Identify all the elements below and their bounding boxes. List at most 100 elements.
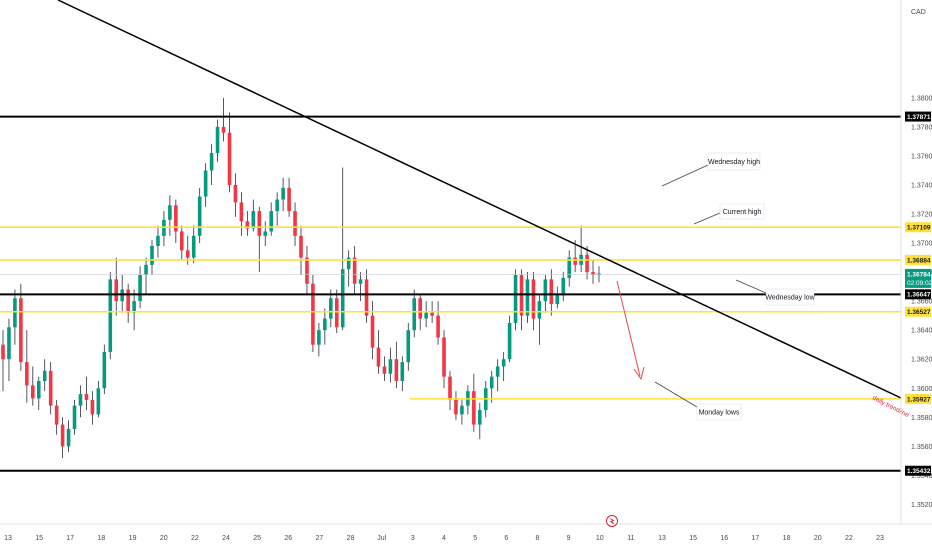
candle bbox=[412, 289, 417, 338]
candle-body bbox=[442, 337, 446, 377]
candle-body bbox=[263, 231, 268, 236]
time-tick-label: 5 bbox=[473, 535, 477, 542]
candle-body bbox=[424, 312, 428, 319]
candle-body bbox=[78, 394, 83, 406]
candle-body bbox=[84, 394, 89, 400]
candle-body bbox=[454, 399, 458, 415]
time-tick-label: 13 bbox=[4, 535, 12, 542]
candle-body bbox=[340, 269, 345, 328]
candle bbox=[478, 402, 482, 440]
candle-body bbox=[245, 221, 250, 229]
candle bbox=[60, 417, 65, 458]
candle-body bbox=[227, 132, 232, 185]
candle bbox=[263, 221, 268, 246]
candle bbox=[573, 240, 577, 273]
candle-body bbox=[42, 370, 47, 382]
candle-body bbox=[478, 410, 482, 425]
callout-box bbox=[765, 288, 815, 306]
candle-body bbox=[31, 385, 35, 399]
time-tick-label: 25 bbox=[253, 535, 261, 542]
price-tag-label: 1.37871 bbox=[907, 114, 931, 121]
time-tick-label: 20 bbox=[160, 535, 168, 542]
price-tag-label: 1.36647 bbox=[907, 292, 931, 299]
candle bbox=[585, 245, 589, 280]
candle bbox=[340, 167, 345, 331]
price-tag-label: 1.37109 bbox=[907, 225, 931, 232]
callout-box bbox=[707, 152, 761, 171]
price-tick-label: 1.36400 bbox=[911, 328, 932, 335]
candle-body bbox=[221, 126, 226, 133]
price-tick-label: 1.37400 bbox=[911, 182, 932, 189]
candle-body bbox=[239, 202, 244, 222]
candle bbox=[48, 362, 53, 415]
candle-body bbox=[519, 275, 524, 316]
candle-body bbox=[537, 301, 542, 319]
candle bbox=[293, 202, 297, 246]
time-tick-label: 11 bbox=[627, 535, 634, 542]
candle bbox=[460, 399, 464, 425]
candle-body bbox=[275, 199, 279, 212]
tradingview-logo-icon[interactable] bbox=[606, 515, 618, 527]
price-tick-label: 1.37000 bbox=[911, 241, 932, 248]
candle-body bbox=[376, 347, 381, 367]
candle bbox=[281, 177, 285, 212]
candle bbox=[257, 206, 262, 273]
price-tick-label: 1.35600 bbox=[911, 444, 932, 451]
price-tag-bg bbox=[905, 465, 931, 476]
price-tick-label: 1.35400 bbox=[911, 473, 932, 480]
candle bbox=[352, 245, 357, 294]
price-axis[interactable]: 1.38000 1.37800 1.37600 1.37400 1.37200 1.370… bbox=[911, 95, 932, 509]
candle-body bbox=[329, 298, 333, 319]
candle-body bbox=[418, 298, 422, 319]
candle bbox=[203, 163, 208, 207]
annotation-callout: Monday lows bbox=[654, 381, 742, 421]
candle bbox=[25, 330, 29, 403]
candle-body bbox=[138, 275, 142, 302]
candle-body bbox=[549, 279, 554, 305]
candle bbox=[114, 257, 119, 316]
candle-body bbox=[48, 370, 53, 406]
candle bbox=[7, 318, 11, 382]
candle bbox=[317, 322, 321, 357]
time-tick-label: 26 bbox=[284, 535, 292, 542]
candle bbox=[501, 351, 506, 382]
candle-body bbox=[281, 187, 285, 200]
time-tick-label: 13 bbox=[658, 535, 666, 542]
candle bbox=[144, 257, 148, 294]
candle bbox=[13, 289, 17, 345]
candle-body bbox=[323, 318, 327, 331]
candle bbox=[209, 144, 214, 185]
price-tag-label: 1.36884 bbox=[907, 257, 931, 264]
candle-body bbox=[174, 205, 178, 232]
candle bbox=[436, 301, 440, 345]
countdown-label: 02:09:02 bbox=[907, 280, 932, 287]
candle bbox=[531, 272, 536, 331]
candle bbox=[424, 301, 428, 328]
candle bbox=[126, 283, 130, 323]
candle bbox=[1, 330, 5, 392]
price-tag-bg bbox=[905, 393, 931, 404]
time-tick-label: 10 bbox=[596, 535, 604, 542]
candle bbox=[156, 225, 160, 258]
current-price-tag: 1.36784 02:09:02 bbox=[905, 268, 932, 288]
candle-body bbox=[406, 330, 411, 363]
candle-body bbox=[168, 205, 172, 220]
candle-body bbox=[501, 359, 506, 367]
time-tick-label: 17 bbox=[66, 535, 74, 542]
candle-body bbox=[555, 295, 560, 305]
price-tag-label: 1.35927 bbox=[907, 396, 931, 403]
candle-body bbox=[215, 126, 220, 154]
time-tick-label: 27 bbox=[316, 535, 324, 542]
time-axis[interactable]: 13 15 17 18 19 20 22 24 25 26 27 28 Jul 3 4 5 6 8 9 10 11 13 1… bbox=[4, 535, 884, 542]
candle-body bbox=[412, 298, 417, 331]
callout-label: Wednesday low bbox=[765, 295, 815, 302]
candle-body bbox=[436, 315, 440, 338]
price-tag: 1.37871 bbox=[905, 111, 931, 122]
candle bbox=[227, 112, 232, 193]
price-tag-bg bbox=[905, 289, 931, 300]
candle bbox=[567, 250, 571, 287]
price-tag: 1.35927 bbox=[905, 393, 931, 404]
candle bbox=[72, 399, 77, 435]
